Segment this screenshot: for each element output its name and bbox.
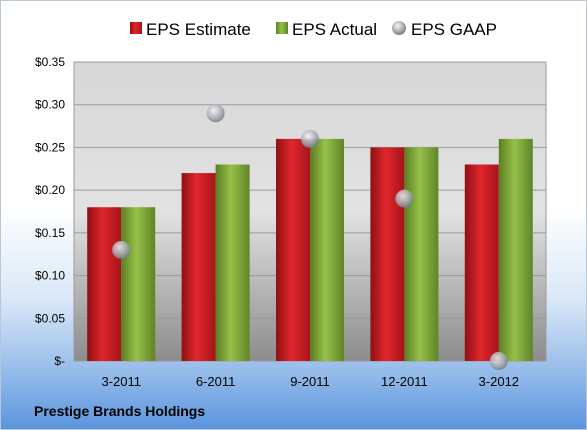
legend-swatch-estimate [130, 22, 142, 34]
bar-eps-estimate [87, 207, 122, 361]
y-tick-label: $0.20 [35, 183, 65, 197]
gaap-points [112, 104, 508, 370]
bar-eps-estimate [181, 173, 216, 361]
company-name: Prestige Brands Holdings [34, 403, 206, 419]
y-tick-label: $0.35 [35, 55, 65, 69]
x-category-label: 9-2011 [290, 374, 330, 389]
legend-swatch-actual [276, 22, 288, 34]
point-eps-gaap [489, 352, 508, 370]
legend-swatch-gaap [392, 21, 406, 35]
bar-eps-estimate [276, 138, 310, 361]
y-tick-label: $0.10 [35, 269, 65, 283]
bars [87, 138, 533, 361]
point-eps-gaap [206, 104, 225, 123]
bar-eps-actual [498, 138, 533, 361]
x-category-label: 6-2011 [196, 374, 236, 389]
bar-eps-actual [121, 207, 156, 361]
bar-eps-actual [215, 164, 250, 361]
y-tick-label: $- [54, 354, 65, 368]
x-category-label: 3-2012 [479, 374, 519, 389]
x-category-label: 3-2011 [101, 374, 141, 389]
legend-label-estimate: EPS Estimate [146, 20, 251, 39]
y-tick-label: $0.25 [35, 140, 65, 154]
y-tick-label: $0.30 [35, 98, 65, 112]
legend: EPS Estimate EPS Actual EPS GAAP [130, 20, 497, 39]
point-eps-gaap [301, 129, 319, 148]
x-axis-categories: 3-2011 6-2011 9-2011 12-2011 3-2012 [101, 374, 519, 389]
y-tick-label: $0.15 [35, 226, 65, 240]
bar-eps-actual [310, 138, 344, 361]
point-eps-gaap [112, 240, 131, 259]
bar-eps-estimate [464, 164, 499, 361]
y-tick-label: $0.05 [35, 311, 65, 325]
legend-label-actual: EPS Actual [292, 20, 377, 39]
point-eps-gaap [395, 189, 414, 208]
bar-eps-actual [404, 147, 439, 361]
y-axis-ticks: $- $0.05 $0.10 $0.15 $0.20 $0.25 $0.30 $0.35 [35, 55, 65, 368]
bar-eps-estimate [370, 147, 405, 361]
legend-label-gaap: EPS GAAP [411, 20, 497, 39]
x-category-label: 12-2011 [381, 374, 428, 389]
